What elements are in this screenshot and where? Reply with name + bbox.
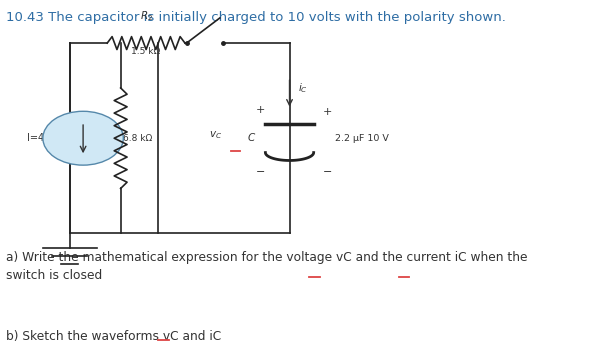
Text: $R_1$: $R_1$ — [108, 131, 122, 145]
Text: $R_2$: $R_2$ — [140, 10, 153, 23]
Text: +: + — [322, 107, 332, 117]
Text: 2.2 μF 10 V: 2.2 μF 10 V — [335, 134, 389, 143]
Text: b) Sketch the waveforms vC and iC: b) Sketch the waveforms vC and iC — [7, 330, 222, 343]
Text: 10.43 The capacitor is initially charged to 10 volts with the polarity shown.: 10.43 The capacitor is initially charged… — [7, 11, 506, 24]
Text: a) Write the mathematical expression for the voltage vC and the current iC when : a) Write the mathematical expression for… — [7, 251, 528, 282]
Circle shape — [43, 111, 123, 165]
Text: $i_C$: $i_C$ — [298, 81, 307, 95]
Text: 6.8 kΩ: 6.8 kΩ — [123, 134, 153, 143]
Text: −: − — [322, 167, 332, 177]
Text: C: C — [247, 133, 255, 143]
Text: 1.5 kΩ: 1.5 kΩ — [131, 47, 161, 56]
Text: +: + — [255, 105, 265, 115]
Text: I=4 mA: I=4 mA — [27, 133, 63, 143]
Text: $v_C$: $v_C$ — [209, 129, 222, 140]
Text: −: − — [255, 167, 265, 177]
